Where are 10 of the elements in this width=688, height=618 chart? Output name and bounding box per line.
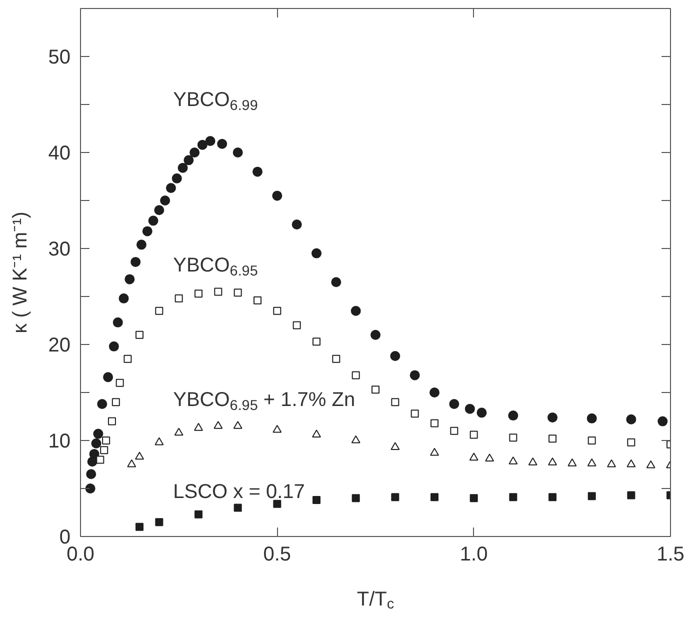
y-tick-label: 30 xyxy=(48,238,71,260)
x-tick-label: 1.0 xyxy=(460,544,488,566)
y-tick-label: 10 xyxy=(48,430,71,452)
x-tick-label: 1.5 xyxy=(656,544,684,566)
series-label: LSCO x = 0.17 xyxy=(173,481,305,504)
y-tick-label: 50 xyxy=(48,46,71,68)
y-tick-label: 20 xyxy=(48,334,71,356)
y-axis-title: κ ( W K⁻¹ m⁻¹) xyxy=(9,212,32,334)
y-tick-label: 40 xyxy=(48,142,71,164)
x-tick-label: 0.5 xyxy=(263,544,292,566)
